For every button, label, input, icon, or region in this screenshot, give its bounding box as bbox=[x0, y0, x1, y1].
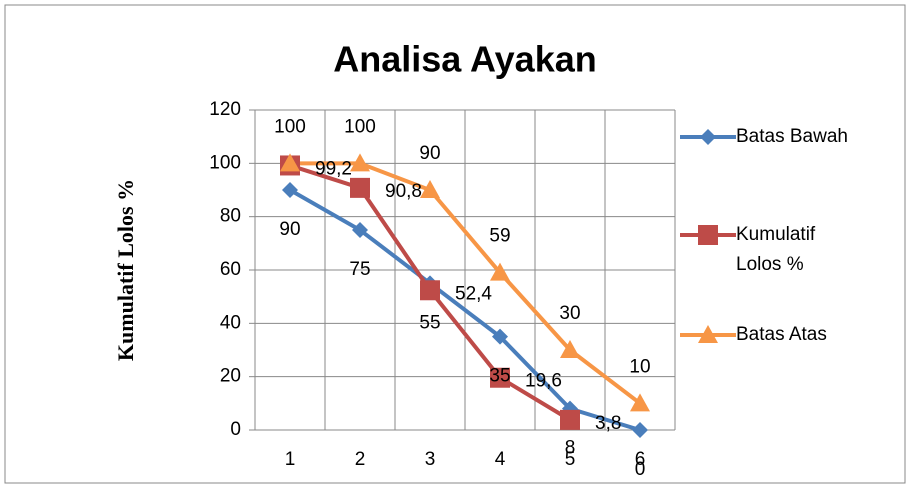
legend-swatch bbox=[680, 129, 736, 145]
chart-border bbox=[4, 4, 906, 484]
marker-square bbox=[350, 177, 370, 198]
data-label: 90 bbox=[419, 143, 440, 164]
series-line bbox=[289, 188, 641, 432]
marker-triangle bbox=[560, 340, 580, 358]
data-label: 100 bbox=[274, 116, 306, 137]
x-tick-label: 2 bbox=[355, 449, 366, 470]
legend-item: Kumulatif Lolos % bbox=[680, 220, 880, 280]
data-label: 55 bbox=[419, 312, 440, 333]
marker-diamond bbox=[492, 328, 508, 345]
data-label: 100 bbox=[344, 116, 376, 137]
marker-square bbox=[490, 367, 510, 388]
y-axis-label: Kumulatif Lolos % bbox=[113, 179, 138, 361]
legend-swatch bbox=[680, 225, 736, 245]
marker-diamond bbox=[632, 422, 648, 438]
marker-diamond bbox=[700, 129, 716, 145]
marker-square bbox=[698, 225, 718, 245]
y-tick-label: 0 bbox=[230, 419, 241, 440]
data-label: 99,2 bbox=[315, 158, 352, 179]
data-label: 0 bbox=[635, 459, 646, 480]
marker-diamond bbox=[282, 182, 298, 198]
x-tick-label: 5 bbox=[565, 449, 576, 470]
marker-triangle bbox=[280, 153, 300, 172]
legend-item: Batas Bawah bbox=[680, 122, 880, 152]
y-tick-label: 120 bbox=[209, 99, 241, 120]
marker-triangle bbox=[350, 153, 370, 172]
data-label: 59 bbox=[489, 226, 510, 247]
y-tick-label: 40 bbox=[220, 312, 241, 333]
marker-square bbox=[420, 280, 440, 301]
data-label: 90,8 bbox=[385, 181, 422, 202]
legend-label: Batas Bawah bbox=[736, 126, 848, 147]
marker-triangle bbox=[420, 180, 440, 198]
marker-square bbox=[560, 409, 580, 430]
marker-diamond bbox=[352, 222, 368, 238]
data-label: 30 bbox=[559, 303, 580, 324]
legend-item: Batas Atas bbox=[680, 320, 880, 350]
series-line bbox=[290, 161, 642, 405]
y-tick-label: 80 bbox=[220, 206, 241, 227]
data-label: 35 bbox=[489, 366, 510, 387]
legend-label: Kumulatif Lolos % bbox=[736, 224, 816, 275]
marker-triangle bbox=[490, 262, 510, 281]
x-tick-label: 3 bbox=[425, 449, 436, 470]
data-label: 10 bbox=[629, 356, 650, 377]
data-label: 52,4 bbox=[455, 283, 492, 304]
data-label: 75 bbox=[349, 259, 370, 280]
legend-label: Batas Atas bbox=[736, 324, 827, 345]
data-label: 8 bbox=[565, 438, 576, 459]
data-label: 19,6 bbox=[525, 371, 562, 392]
x-tick-label: 1 bbox=[285, 449, 296, 470]
legend-swatch bbox=[680, 325, 736, 343]
x-tick-label: 4 bbox=[495, 449, 506, 470]
y-tick-label: 20 bbox=[220, 366, 241, 387]
y-tick-label: 60 bbox=[220, 259, 241, 280]
marker-triangle bbox=[630, 393, 650, 412]
data-label: 3,8 bbox=[595, 413, 621, 434]
x-tick-label: 6 bbox=[635, 449, 646, 470]
y-tick-label: 100 bbox=[209, 152, 241, 173]
chart-title: Analisa Ayakan bbox=[333, 39, 596, 80]
data-label: 90 bbox=[279, 219, 300, 240]
marker-triangle bbox=[698, 325, 718, 343]
